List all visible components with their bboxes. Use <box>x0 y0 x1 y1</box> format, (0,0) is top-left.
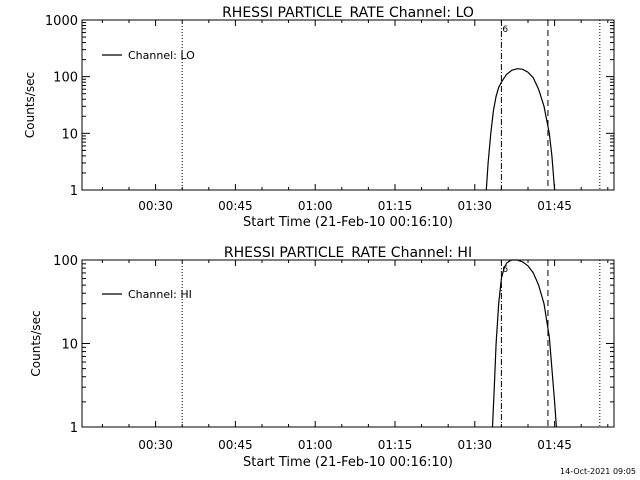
x-axis-label-lo: Start Time (21-Feb-10 00:16:10) <box>243 215 453 230</box>
plot-frame-lo <box>81 19 615 191</box>
x-tick-label-lo: 00:45 <box>218 199 253 213</box>
y-tick-label-lo: 1 <box>70 184 78 199</box>
data-line-hi <box>491 259 557 428</box>
y-tick-label-hi: 100 <box>53 254 78 269</box>
x-tick-label-lo: 00:30 <box>138 199 173 213</box>
y-tick-label-hi: 1 <box>70 421 78 436</box>
x-tick-label-hi: 00:30 <box>138 438 173 452</box>
x-tick-label-hi: 01:30 <box>457 438 492 452</box>
y-tick-label-lo: 1000 <box>45 14 78 29</box>
y-axis-label-hi: Counts/sec <box>29 310 43 376</box>
chart-title-lo: RHESSI PARTICLE_RATE Channel: LO <box>222 5 474 21</box>
y-tick-label-hi: 10 <box>61 338 78 353</box>
y-tick-label-lo: 10 <box>61 127 78 142</box>
chart-title-hi: RHESSI PARTICLE_RATE Channel: HI <box>224 245 472 261</box>
legend-label-lo: Channel: LO <box>128 49 195 62</box>
x-axis-label-hi: Start Time (21-Feb-10 00:16:10) <box>243 455 453 470</box>
y-axis-label-lo: Counts/sec <box>23 72 37 138</box>
x-tick-label-lo: 01:30 <box>457 199 492 213</box>
x-tick-label-lo: 01:15 <box>378 199 413 213</box>
x-tick-label-hi: 01:00 <box>298 438 333 452</box>
x-tick-label-hi: 01:15 <box>378 438 413 452</box>
x-tick-label-hi: 01:45 <box>537 438 572 452</box>
plot-frame-hi <box>81 259 615 428</box>
data-line-lo <box>485 68 556 191</box>
y-tick-label-lo: 100 <box>53 71 78 86</box>
legend-label-hi: Channel: HI <box>128 288 192 301</box>
x-tick-label-lo: 01:00 <box>298 199 333 213</box>
marker-label-lo: 6 <box>502 25 508 35</box>
marker-label-hi: 6 <box>502 265 508 275</box>
x-tick-label-lo: 01:45 <box>537 199 572 213</box>
x-tick-label-hi: 00:45 <box>218 438 253 452</box>
footer-timestamp: 14-Oct-2021 09:05 <box>560 467 636 476</box>
